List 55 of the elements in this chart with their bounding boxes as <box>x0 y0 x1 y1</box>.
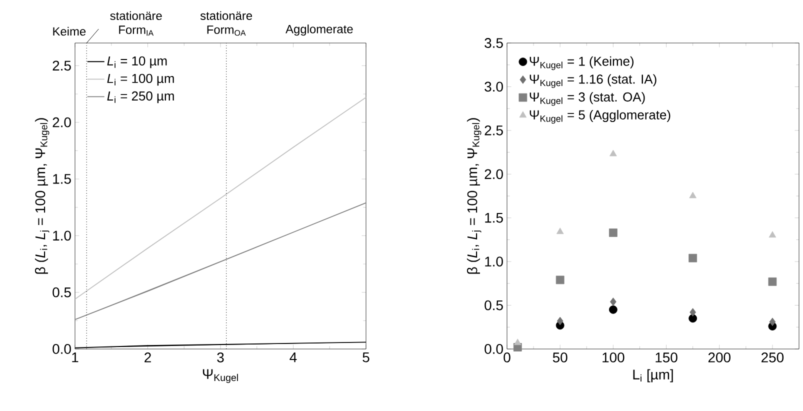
x-tick-label: 2 <box>144 352 151 362</box>
text: Keime <box>53 26 86 36</box>
x-tick-label: 100 <box>602 352 624 362</box>
y-tick-label: 0.5 <box>52 287 71 298</box>
point <box>768 277 777 286</box>
text: β (L$_{i}$, L$_{j}$ = 100 µm, Ψ$_{Kugel}$) <box>466 118 482 274</box>
x-tick-label: 1 <box>72 352 78 362</box>
x-tick-label: 150 <box>656 352 678 362</box>
point <box>609 228 618 237</box>
y-tick-label: 2.0 <box>484 169 503 180</box>
point <box>556 316 564 326</box>
y-tick-label: 3.5 <box>484 38 503 48</box>
x-tick-label: 0 <box>504 352 510 362</box>
x-tick-label: 200 <box>708 352 730 362</box>
x-axis-title: Ψ$_{Kugel}$ <box>202 369 238 384</box>
y-tick-label: 2.0 <box>52 117 71 128</box>
point <box>688 254 698 262</box>
text: stationäre Form$_{OA}$ <box>200 11 252 36</box>
point <box>610 298 616 306</box>
x-tick-label: 4 <box>290 352 297 362</box>
point <box>768 231 776 238</box>
legend-label: L$_{i}$ = 250 µm <box>107 91 174 104</box>
x-tick-label: 250 <box>762 352 784 362</box>
y-tick-label: 1.0 <box>485 256 503 267</box>
text: Agglomerate <box>286 24 353 36</box>
point <box>556 276 564 284</box>
y-tick-label: 0.5 <box>484 300 503 310</box>
x-tick-label: 5 <box>362 352 370 362</box>
point <box>610 150 617 156</box>
legend-label: Ψ$_{Kugel}$ = 3 (stat. OA) <box>530 92 645 106</box>
y-tick-label: 1.5 <box>485 212 503 223</box>
legend-label: Ψ$_{Kugel}$ = 1 (Keime) <box>530 56 634 70</box>
y-tick-label: 2.5 <box>484 125 503 136</box>
point <box>769 318 776 326</box>
legend-label: Ψ$_{Kugel}$ = 1.16 (stat. IA) <box>530 74 656 88</box>
x-axis-title: L$_{i}$ [µm] <box>633 369 673 382</box>
y-tick-label: 1.5 <box>53 174 71 184</box>
y-tick-label: 3.0 <box>484 82 503 92</box>
text: β (L$_{i}$, L$_{j}$ = 100 µm, Ψ$_{Kugel}$) <box>34 118 50 274</box>
legend-label: L$_{i}$ = 10 µm <box>107 56 167 68</box>
point <box>690 308 696 316</box>
y-tick-label: 2.5 <box>52 60 71 71</box>
y-tick-label: 1.0 <box>53 230 71 241</box>
point <box>609 305 618 314</box>
point <box>688 314 698 323</box>
x-tick-label: 3 <box>217 352 224 362</box>
legend-label: Ψ$_{Kugel}$ = 5 (Agglomerate) <box>530 110 670 124</box>
point <box>689 192 696 198</box>
point <box>556 228 564 234</box>
legend-label: L$_{i}$ = 100 µm <box>107 74 174 86</box>
y-tick-label: 0.0 <box>484 344 503 354</box>
x-tick-label: 50 <box>552 352 568 362</box>
point <box>514 338 522 346</box>
text: stationäre Form$_{IA}$ <box>110 11 162 36</box>
y-tick-label: 0.0 <box>52 344 71 354</box>
